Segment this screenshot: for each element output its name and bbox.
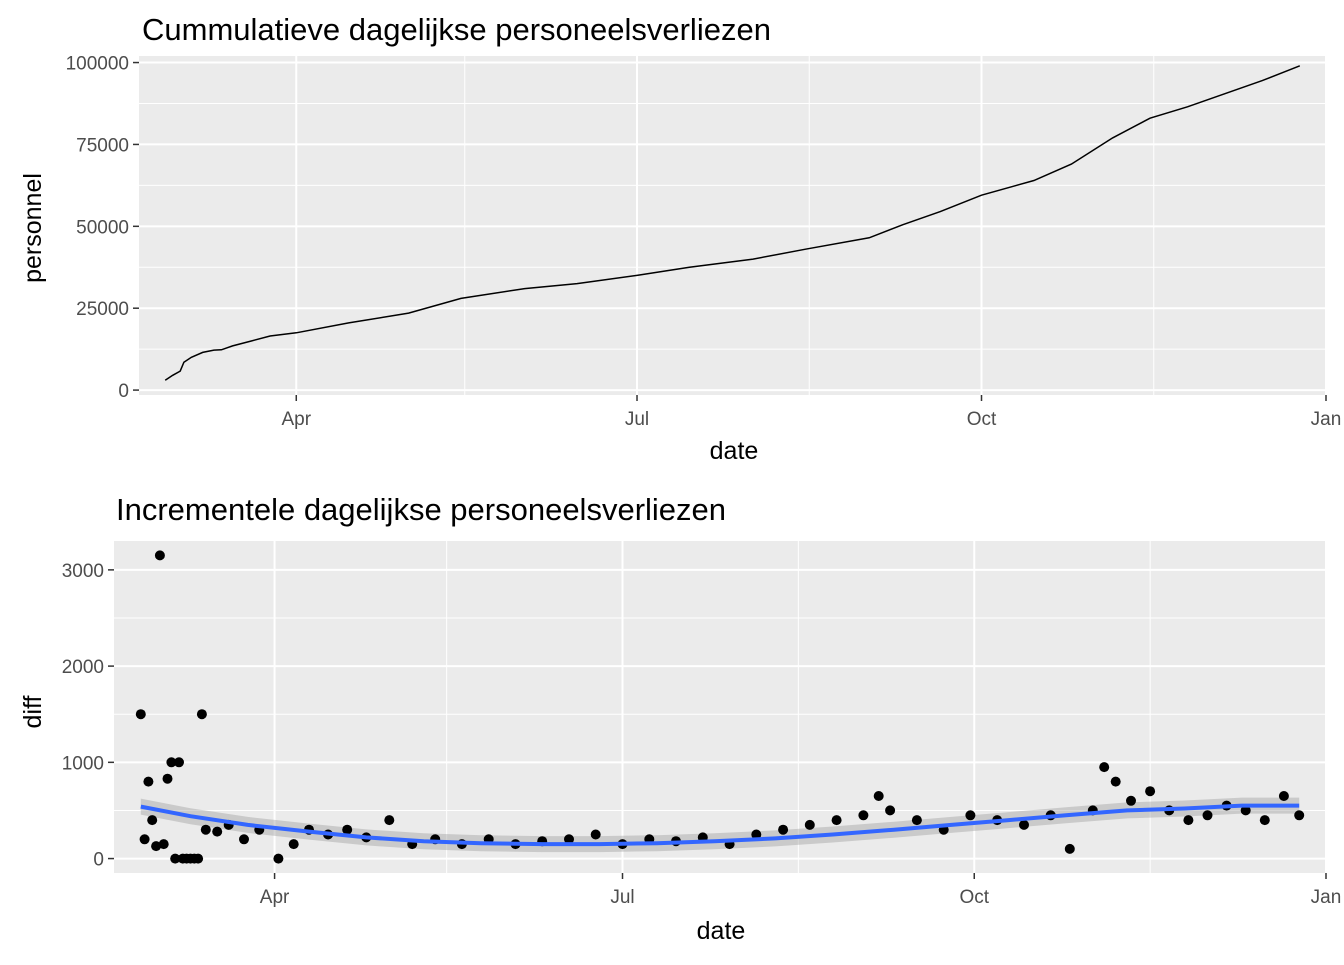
data-point xyxy=(1064,843,1075,854)
y-tick-label: 0 xyxy=(93,850,104,871)
data-point xyxy=(1145,786,1156,797)
series-line-personnel xyxy=(164,65,1301,381)
gridlines xyxy=(139,56,1327,395)
y-tick-label: 3000 xyxy=(62,561,104,582)
y-tick-label: 25000 xyxy=(76,299,129,320)
data-point xyxy=(1099,762,1110,773)
x-tick-label: Apr xyxy=(281,409,311,430)
y-tick-label: 2000 xyxy=(62,657,104,678)
x-axis-title: date xyxy=(697,917,746,945)
plot-marks xyxy=(164,65,1301,381)
data-point xyxy=(135,709,146,720)
gridlines xyxy=(114,541,1327,873)
x-axis-title: date xyxy=(710,437,759,465)
data-point xyxy=(158,839,169,850)
data-point xyxy=(273,853,284,864)
plot-panel xyxy=(114,541,1326,873)
data-point xyxy=(342,824,353,835)
x-tick-label: Jul xyxy=(610,887,634,908)
data-point xyxy=(147,815,158,826)
data-point xyxy=(778,824,789,835)
data-point xyxy=(143,776,154,787)
y-tick-label: 75000 xyxy=(76,135,129,156)
data-point xyxy=(151,841,162,852)
axes: Apr Jul Oct Jan 0 1000 2000 3000 xyxy=(62,561,1342,908)
data-point xyxy=(288,839,299,850)
data-point xyxy=(1240,805,1251,816)
data-point xyxy=(384,815,395,826)
axes: Apr Jul Oct Jan 0 25000 50000 75000 100000 xyxy=(66,54,1342,430)
data-point xyxy=(1183,815,1194,826)
data-point xyxy=(858,810,869,821)
data-point xyxy=(885,805,896,816)
data-point xyxy=(162,773,173,784)
chart-cumulative: Cummulatieve dagelijkse personeelsverlie… xyxy=(19,12,1341,465)
y-tick-label: 1000 xyxy=(62,753,104,774)
data-point xyxy=(831,815,842,826)
data-point xyxy=(239,834,249,845)
chart-title: Incrementele dagelijkse personeelsverlie… xyxy=(116,492,726,527)
data-point xyxy=(212,826,223,837)
data-point xyxy=(1126,795,1136,806)
x-tick-label: Apr xyxy=(260,887,290,908)
data-point xyxy=(1294,810,1305,821)
y-axis-title: personnel xyxy=(19,173,47,283)
y-tick-label: 0 xyxy=(118,381,129,402)
data-point xyxy=(965,810,976,821)
data-point xyxy=(154,550,165,561)
y-tick-label: 100000 xyxy=(66,54,129,75)
y-tick-label: 50000 xyxy=(76,217,129,238)
data-point xyxy=(170,853,181,864)
x-tick-label: Jan xyxy=(1311,887,1342,908)
data-point xyxy=(564,834,574,845)
data-point xyxy=(174,757,184,768)
data-point xyxy=(196,709,207,720)
data-point xyxy=(590,829,601,840)
x-tick-label: Jan xyxy=(1311,409,1342,430)
x-tick-label: Oct xyxy=(967,409,997,430)
data-point xyxy=(200,824,211,835)
data-point xyxy=(751,829,762,840)
plot-marks xyxy=(135,550,1305,864)
x-tick-label: Oct xyxy=(959,887,989,908)
chart-title: Cummulatieve dagelijkse personeelsverlie… xyxy=(142,12,771,47)
data-point xyxy=(1202,810,1213,821)
data-point xyxy=(193,853,204,864)
data-point xyxy=(873,791,884,801)
data-point xyxy=(1019,819,1029,830)
smooth-trend-line xyxy=(140,803,1300,847)
data-point xyxy=(1259,815,1270,826)
chart-incremental: Incrementele dagelijkse personeelsverlie… xyxy=(19,492,1341,945)
y-axis-title: diff xyxy=(19,696,47,729)
x-tick-label: Jul xyxy=(625,409,649,430)
data-point xyxy=(911,815,922,826)
data-point xyxy=(139,834,150,845)
data-point xyxy=(1110,776,1121,787)
data-point xyxy=(1278,791,1289,801)
data-point xyxy=(804,819,815,830)
data-point xyxy=(166,757,177,768)
